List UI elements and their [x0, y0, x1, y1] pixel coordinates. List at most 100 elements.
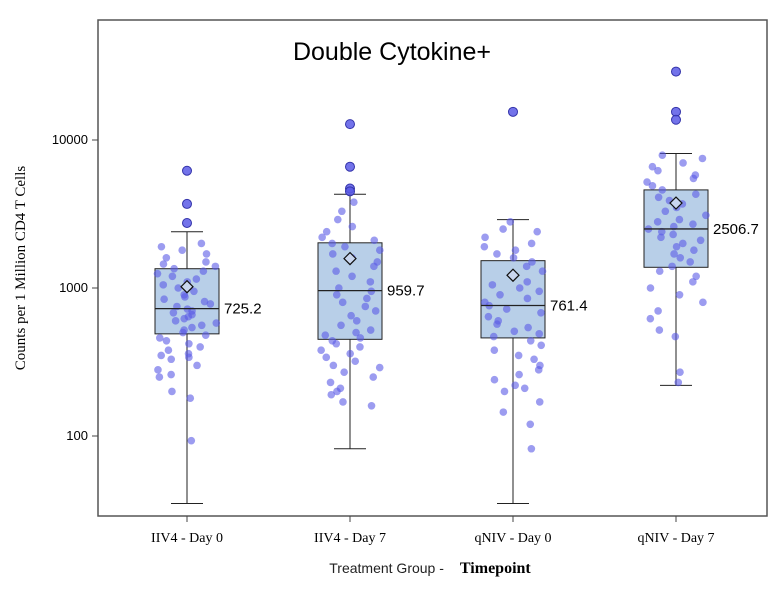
data-point	[174, 284, 183, 292]
data-point	[170, 264, 178, 273]
data-point	[696, 236, 705, 245]
data-point	[526, 336, 535, 345]
data-point	[193, 361, 201, 370]
data-point	[654, 193, 663, 202]
data-point	[537, 341, 546, 350]
data-point	[162, 336, 171, 345]
data-point	[168, 272, 177, 281]
x-tick-label: IIV4 - Day 0	[151, 531, 223, 546]
data-point	[692, 190, 700, 199]
data-point	[657, 227, 666, 236]
data-point	[169, 308, 178, 317]
data-point	[367, 287, 376, 296]
x-axis-label: Treatment Group - Timepoint	[329, 560, 531, 577]
data-point	[669, 230, 677, 239]
mean-marker	[506, 268, 520, 283]
data-point	[332, 290, 341, 299]
data-point	[511, 381, 519, 390]
data-point	[511, 246, 520, 255]
data-point	[192, 275, 201, 283]
data-point	[168, 387, 176, 396]
data-point	[675, 215, 684, 224]
data-point	[702, 211, 710, 220]
data-point	[490, 375, 499, 384]
data-point	[338, 298, 347, 307]
data-point	[523, 294, 532, 303]
data-point	[186, 394, 195, 403]
data-point	[333, 215, 342, 224]
box-plot: 2506.7	[643, 66, 759, 387]
data-point	[676, 368, 684, 376]
data-point	[537, 308, 545, 317]
x-tick-label: IIV4 - Day 7	[314, 531, 386, 546]
data-point	[510, 327, 519, 336]
data-point	[197, 321, 206, 330]
data-point	[346, 349, 354, 358]
outlier-point	[182, 217, 192, 228]
data-point	[493, 250, 501, 258]
data-point	[515, 284, 524, 292]
data-point	[672, 242, 681, 251]
data-point	[686, 258, 694, 266]
outlier-point	[345, 161, 355, 172]
data-point	[333, 387, 341, 396]
data-point	[159, 281, 168, 289]
data-point	[332, 267, 340, 275]
data-point	[658, 186, 667, 194]
data-point	[689, 278, 697, 286]
data-point	[322, 227, 331, 236]
data-point	[369, 373, 378, 381]
data-point	[167, 355, 176, 364]
data-point	[493, 320, 501, 328]
data-point	[155, 373, 164, 381]
data-point	[199, 267, 208, 275]
data-point	[534, 366, 543, 374]
data-point	[526, 420, 535, 429]
plot-frame	[97, 19, 768, 517]
data-point	[328, 239, 336, 248]
data-point	[524, 323, 532, 332]
data-point	[178, 246, 186, 255]
data-point	[689, 174, 698, 183]
data-point	[340, 368, 348, 376]
data-point	[335, 284, 343, 292]
data-point	[211, 262, 220, 271]
data-point	[155, 334, 164, 342]
outlier-point	[345, 186, 355, 197]
data-point	[527, 444, 536, 453]
median-label: 959.7	[387, 283, 425, 300]
data-point	[481, 233, 489, 242]
mean-marker	[343, 251, 357, 266]
data-point	[162, 253, 171, 262]
data-point	[318, 233, 326, 242]
data-point	[329, 361, 338, 370]
data-point	[375, 246, 384, 255]
data-point	[535, 287, 544, 296]
data-point	[326, 378, 335, 387]
outlier-point	[508, 106, 518, 117]
data-point	[490, 346, 499, 354]
data-point	[655, 326, 664, 334]
chart-title: Double Cytokine+	[293, 38, 491, 66]
data-point	[206, 300, 215, 308]
data-point	[157, 242, 166, 251]
data-point	[530, 355, 538, 364]
data-point	[164, 346, 173, 354]
data-point	[499, 225, 507, 233]
data-point	[371, 307, 380, 315]
data-point	[180, 314, 189, 323]
data-point	[202, 250, 211, 258]
data-point	[332, 339, 341, 348]
data-point	[674, 378, 683, 387]
data-point	[655, 267, 664, 275]
data-point	[538, 267, 547, 275]
data-point	[533, 227, 541, 236]
data-point	[367, 401, 376, 410]
data-point	[668, 262, 676, 271]
data-point	[154, 366, 162, 374]
x-axis-label-part2: Timepoint	[460, 560, 532, 577]
data-point	[317, 346, 325, 354]
y-axis-label: Counts per 1 Million CD4 T Cells	[13, 166, 29, 371]
y-tick-label: 10000	[52, 132, 88, 147]
